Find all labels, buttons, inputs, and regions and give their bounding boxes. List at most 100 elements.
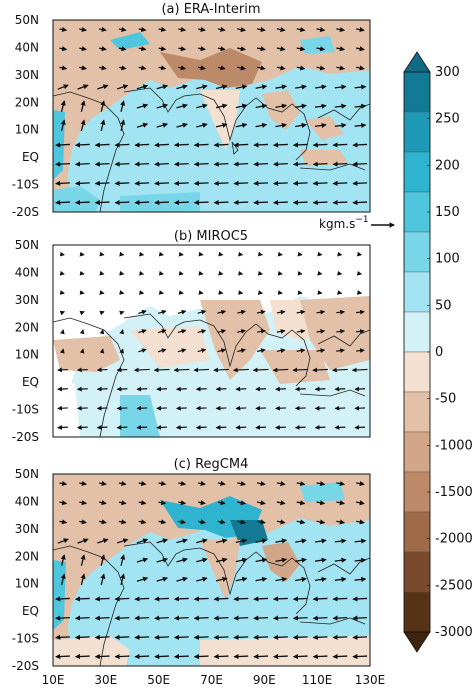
wind-vector xyxy=(175,637,189,638)
wind-vector xyxy=(155,618,169,619)
colorbar-segment xyxy=(404,552,430,592)
lat-tick-label: 50N xyxy=(15,467,39,481)
wind-vector xyxy=(195,637,209,638)
wind-vector xyxy=(56,202,70,203)
colorbar-tick-label: 300 xyxy=(435,65,460,80)
wind-vector xyxy=(254,637,268,638)
lat-tick-label: -20S xyxy=(12,659,39,673)
colorbar-under-arrow xyxy=(404,632,430,652)
wind-vector xyxy=(135,164,149,165)
wind-vector xyxy=(63,330,64,333)
lon-tick-label: 50E xyxy=(147,673,170,687)
wind-vector xyxy=(254,164,268,165)
colorbar-tick-label: -50 xyxy=(435,392,456,407)
colorbar-segment xyxy=(404,352,430,392)
wind-vector xyxy=(56,598,70,599)
wind-vector xyxy=(96,164,110,165)
wind-vector xyxy=(254,369,269,370)
wind-vector xyxy=(274,656,288,657)
colorbar-segment xyxy=(404,232,430,272)
wind-vector xyxy=(63,349,64,352)
wind-vector xyxy=(294,637,308,638)
vector-reference: kgm.s−1 xyxy=(319,215,394,231)
wind-vector xyxy=(56,618,70,619)
colorbar-segment xyxy=(404,312,430,352)
lat-tick-label: 40N xyxy=(15,494,39,508)
colorbar-tick-label: -2000 xyxy=(435,532,473,547)
lat-tick-label: 40N xyxy=(15,40,39,54)
wind-vector xyxy=(135,369,150,370)
panel-b-map xyxy=(53,245,370,437)
wind-vector xyxy=(214,369,229,370)
wind-vector xyxy=(96,656,110,657)
wind-vector xyxy=(333,202,347,203)
wind-vector xyxy=(135,598,149,599)
lat-tick-label: EQ xyxy=(22,150,39,164)
lon-tick-label: 130E xyxy=(355,673,386,687)
wind-vector xyxy=(294,164,308,165)
lat-tick-label: -10S xyxy=(12,403,39,417)
lat-tick-label: 10N xyxy=(15,577,39,591)
lat-tick-label: -20S xyxy=(12,205,39,219)
wind-vector xyxy=(234,637,248,638)
vector-reference-label: kgm.s xyxy=(319,217,355,231)
wind-vector xyxy=(214,656,228,657)
colorbar-segment xyxy=(404,472,430,512)
wind-vector xyxy=(174,369,189,370)
wind-vector xyxy=(333,618,347,619)
panel-a: (a) ERA-Interim xyxy=(53,2,370,212)
wind-vector xyxy=(122,330,123,333)
wind-vector xyxy=(214,618,228,619)
colorbar-segment xyxy=(404,512,430,552)
colorbar-tick-label: -2500 xyxy=(435,578,473,593)
colorbar-segment xyxy=(404,192,430,232)
wind-vector xyxy=(122,349,123,352)
colorbar-segment xyxy=(404,392,430,432)
wind-vector xyxy=(76,164,90,165)
lon-tick-label: 110E xyxy=(302,673,333,687)
wind-vector xyxy=(234,598,248,599)
wind-vector xyxy=(214,202,228,203)
wind-vector xyxy=(294,618,308,619)
wind-vector xyxy=(214,183,228,184)
wind-vector xyxy=(195,618,209,619)
wind-vector xyxy=(313,656,327,657)
wind-vector xyxy=(195,656,209,657)
wind-vector xyxy=(154,369,169,370)
wind-vector xyxy=(115,183,129,184)
wind-vector xyxy=(313,164,327,165)
colorbar-tick-label: 250 xyxy=(435,112,460,127)
wind-vector xyxy=(234,164,248,165)
wind-vector xyxy=(195,202,209,203)
wind-vector xyxy=(274,183,288,184)
wind-vector xyxy=(76,144,90,145)
wind-vector xyxy=(353,144,367,145)
wind-vector xyxy=(273,369,288,370)
wind-vector xyxy=(313,598,327,599)
wind-vector xyxy=(313,183,327,184)
wind-vector xyxy=(234,618,248,619)
wind-vector xyxy=(353,183,367,184)
wind-vector xyxy=(175,164,189,165)
wind-vector xyxy=(96,637,110,638)
lat-tick-label: -10S xyxy=(12,178,39,192)
vector-reference-exponent: −1 xyxy=(355,215,368,225)
wind-vector xyxy=(175,656,189,657)
lon-tick-label: 70E xyxy=(200,673,223,687)
wind-vector xyxy=(353,618,367,619)
wind-vector xyxy=(82,330,83,333)
wind-vector xyxy=(333,656,347,657)
wind-vector xyxy=(175,202,189,203)
wind-vector xyxy=(195,144,209,145)
wind-vector xyxy=(234,144,248,145)
wind-vector xyxy=(155,598,169,599)
wind-vector xyxy=(96,144,110,145)
wind-vector xyxy=(135,202,149,203)
wind-vector xyxy=(313,618,327,619)
wind-vector xyxy=(56,164,70,165)
wind-vector xyxy=(333,164,347,165)
wind-vector xyxy=(353,598,367,599)
colorbar-tick-label: 150 xyxy=(435,205,460,220)
